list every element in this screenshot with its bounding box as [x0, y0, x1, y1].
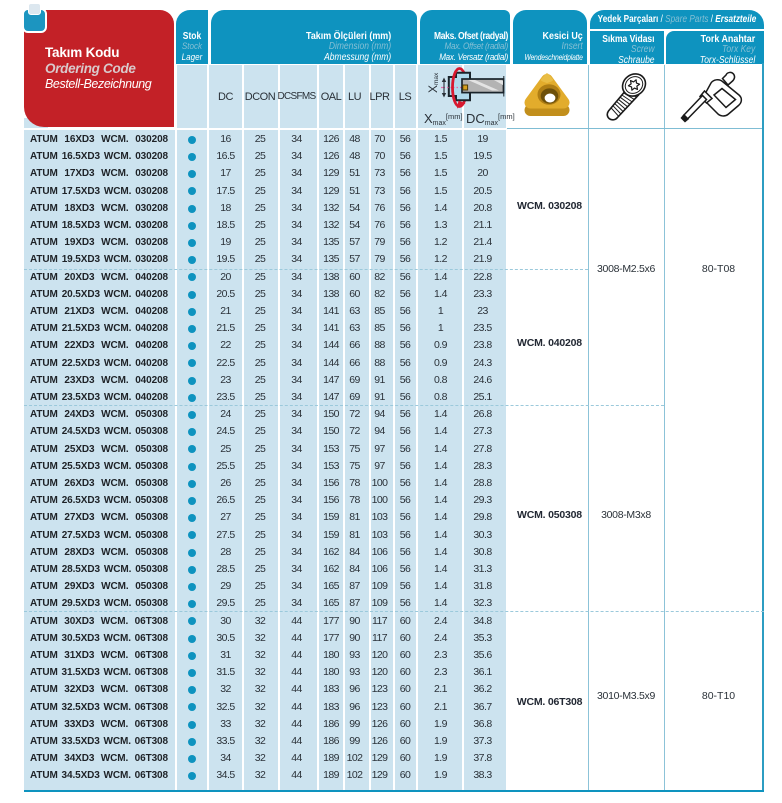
svg-text:X: X [426, 85, 440, 93]
svg-text:max: max [433, 72, 440, 85]
